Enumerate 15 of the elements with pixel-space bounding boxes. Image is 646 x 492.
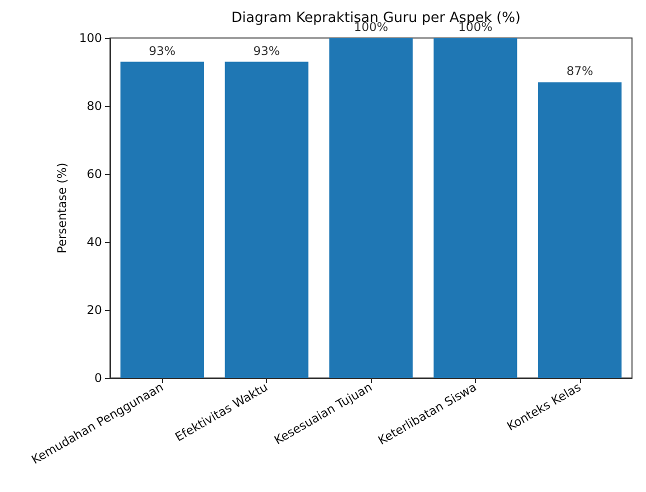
bar [538,82,622,378]
data-label: 87% [566,64,594,78]
y-tick-label: 60 [86,167,102,181]
data-label: 93% [148,44,176,58]
bar [120,62,204,378]
bar [329,38,413,378]
y-tick-label: 80 [86,99,102,113]
y-tick-label: 0 [94,371,102,385]
bar [434,38,518,378]
y-tick-label: 100 [79,31,102,45]
data-label: 93% [253,44,280,58]
y-tick-label: 40 [86,235,102,249]
y-tick-label: 20 [86,303,102,317]
y-axis-title: Persentase (%) [55,162,70,254]
bar [224,62,308,378]
